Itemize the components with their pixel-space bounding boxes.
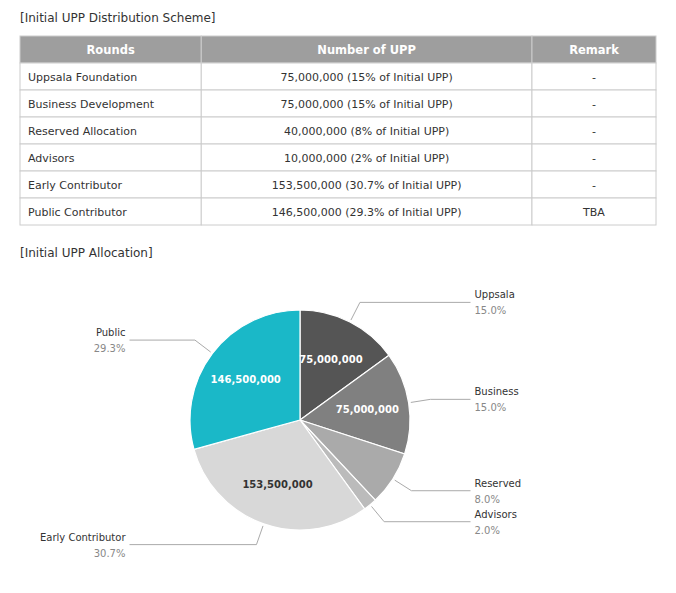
slices — [190, 310, 410, 530]
table-cell — [20, 90, 201, 117]
table-cell — [20, 63, 201, 90]
table-text: 153,500,000 (30.7% of Initial UPP) — [272, 179, 462, 192]
slice-name: Uppsala — [475, 289, 515, 300]
count-label: 153,500,000 — [242, 479, 312, 490]
slice-name: Business — [475, 386, 519, 397]
table-cell — [201, 171, 532, 198]
table-cell — [532, 63, 656, 90]
table-title: [Initial UPP Distribution Scheme] — [20, 11, 216, 25]
leader-line — [395, 480, 471, 491]
table-text: Public Contributor — [28, 206, 127, 219]
leader-line — [130, 526, 263, 545]
slice-share: 29.3% — [94, 343, 126, 354]
table-text: 40,000,000 (8% of Initial UPP) — [284, 125, 449, 138]
background — [0, 0, 676, 593]
table-text: - — [592, 98, 596, 111]
table-cell — [20, 144, 201, 171]
leader-line — [411, 399, 471, 402]
table-cell — [201, 63, 532, 90]
count-label: 75,000,000 — [336, 404, 399, 415]
labels: 75,000,000 Uppsala 15.0% 75,000,000 Business… — [40, 289, 521, 558]
table-cell — [20, 198, 201, 225]
chart: [Initial UPP Distribution Scheme] Rounds N… — [0, 0, 676, 593]
table-cell — [20, 36, 201, 63]
table-text: Uppsala Foundation — [28, 71, 137, 84]
table-text: - — [592, 125, 596, 138]
table-cell — [201, 117, 532, 144]
table-cell — [532, 36, 656, 63]
pie-title: [Initial UPP Allocation] — [20, 246, 153, 260]
slice-name: Reserved — [475, 478, 522, 489]
slice-share: 15.0% — [475, 305, 507, 316]
table-text: Advisors — [28, 152, 75, 165]
leader-line — [372, 506, 471, 521]
table-text: 10,000,000 (2% of Initial UPP) — [284, 152, 449, 165]
table: Rounds Number of UPP Remark Uppsala Foundat… — [20, 36, 656, 225]
table-text: Early Contributor — [28, 179, 123, 192]
slice-name: Early Contributor — [40, 532, 126, 543]
table-text: Business Development — [28, 98, 155, 111]
table-text: Remark — [569, 43, 619, 57]
table-text: 75,000,000 (15% of Initial UPP) — [280, 71, 452, 84]
count-label: 146,500,000 — [211, 374, 281, 385]
leader-line — [130, 340, 211, 352]
table-cell — [201, 90, 532, 117]
table-cell — [532, 117, 656, 144]
slice-name: Public — [96, 327, 126, 338]
table-text: TBA — [582, 206, 605, 219]
table-text: Reserved Allocation — [28, 125, 137, 138]
table-cell — [532, 90, 656, 117]
table-cell — [532, 144, 656, 171]
slice-share: 30.7% — [94, 548, 126, 559]
slice-name: Advisors — [475, 509, 517, 520]
slice-share: 8.0% — [475, 494, 500, 505]
table-cell — [201, 36, 532, 63]
table-cell — [201, 144, 532, 171]
table-text: 75,000,000 (15% of Initial UPP) — [280, 98, 452, 111]
table-cell — [532, 171, 656, 198]
table-text: Number of UPP — [317, 43, 416, 57]
table-cell — [20, 171, 201, 198]
table-text: 146,500,000 (29.3% of Initial UPP) — [272, 206, 462, 219]
table-text: - — [592, 179, 596, 192]
count-label: 75,000,000 — [299, 354, 362, 365]
table-text: - — [592, 71, 596, 84]
table-text: - — [592, 152, 596, 165]
table-cell — [201, 198, 532, 225]
table-cell — [20, 117, 201, 144]
slice-share: 2.0% — [475, 525, 500, 536]
leader-line — [351, 302, 471, 320]
slice-share: 15.0% — [475, 402, 507, 413]
table-text: Rounds — [87, 43, 135, 57]
table-cell — [532, 198, 656, 225]
pie-slice — [190, 310, 300, 449]
